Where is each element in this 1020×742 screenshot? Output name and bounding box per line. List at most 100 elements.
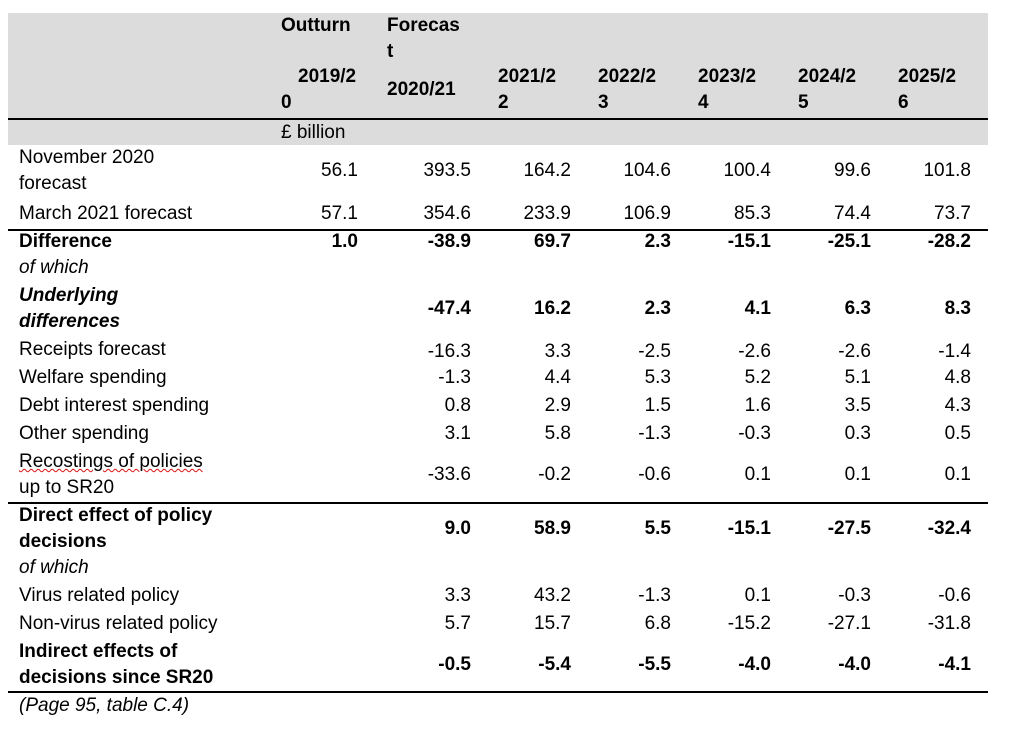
table-cell: 5.5: [644, 518, 671, 539]
table-cell: 3.1: [444, 423, 471, 444]
table-cell: 85.3: [734, 203, 771, 224]
table-cell: -0.6: [638, 464, 671, 485]
table-cell: -32.4: [927, 518, 971, 539]
row-label-underlying: Underlying: [19, 285, 119, 306]
table-bottom-rule: [8, 691, 988, 693]
row-label-direct-effect: Direct effect of policy: [19, 505, 213, 526]
table-cell: -0.3: [838, 585, 871, 606]
year-header-2021-22-wrap: 2: [498, 92, 509, 113]
table-cell: 69.7: [534, 231, 571, 252]
table-cell: 164.2: [523, 160, 571, 181]
table-cell: -47.4: [427, 298, 471, 319]
rule-above-direct-effect: [8, 502, 988, 504]
table-cell: -28.2: [927, 231, 971, 252]
year-header-2019-20-wrap: 0: [281, 92, 292, 113]
table-cell: 0.5: [944, 423, 971, 444]
row-label-of-which-2: of which: [19, 557, 89, 578]
table-cell: -15.2: [727, 613, 771, 634]
year-header-2021-22: 2021/2: [498, 66, 557, 87]
year-header-2025-26-wrap: 6: [898, 92, 909, 113]
year-header-2019-20: 2019/2: [298, 66, 357, 87]
row-label-welfare: Welfare spending: [19, 367, 167, 388]
table-cell: 0.1: [744, 585, 771, 606]
table-cell: -16.3: [427, 341, 471, 362]
table-cell: 4.4: [544, 367, 571, 388]
table-cell: 101.8: [923, 160, 971, 181]
row-label-other-spending: Other spending: [19, 423, 149, 444]
table-cell: 393.5: [423, 160, 471, 181]
table-cell: -2.6: [838, 341, 871, 362]
table-cell: 5.8: [544, 423, 571, 444]
row-label-november-forecast-wrap: forecast: [19, 173, 87, 194]
forecast-header: Forecas: [387, 15, 460, 36]
table-cell: -27.5: [827, 518, 871, 539]
table-cell: 4.8: [944, 367, 971, 388]
table-cell: 43.2: [534, 585, 571, 606]
table-cell: -2.6: [738, 341, 771, 362]
table-cell: 0.3: [844, 423, 871, 444]
row-label-of-which: of which: [19, 257, 89, 278]
table-cell: 0.1: [944, 464, 971, 485]
table-cell: 0.8: [444, 395, 471, 416]
header-background: [8, 13, 988, 145]
table-cell: 5.7: [444, 613, 471, 634]
table-cell: 3.3: [444, 585, 471, 606]
row-label-direct-effect-wrap: decisions: [19, 531, 107, 552]
table-cell: -27.1: [827, 613, 871, 634]
table-cell: -0.2: [538, 464, 571, 485]
table-cell: 3.5: [844, 395, 871, 416]
table-cell: 74.4: [834, 203, 871, 224]
table-cell: 106.9: [623, 203, 671, 224]
table-cell: -31.8: [927, 613, 971, 634]
table-cell: 5.2: [744, 367, 771, 388]
table-cell: -5.5: [638, 654, 671, 675]
forecast-header-wrap: t: [387, 41, 394, 62]
table-cell: 233.9: [523, 203, 571, 224]
table-cell: -2.5: [638, 341, 671, 362]
table-cell: -1.3: [638, 585, 671, 606]
table-cell: 56.1: [321, 160, 358, 181]
table-cell: 5.1: [844, 367, 871, 388]
row-label-indirect-effects-wrap: decisions since SR20: [19, 667, 214, 688]
year-header-2025-26: 2025/2: [898, 66, 957, 87]
table-cell: -0.6: [938, 585, 971, 606]
table-cell: -5.4: [538, 654, 571, 675]
table-cell: 16.2: [534, 298, 571, 319]
row-label-difference: Difference: [19, 231, 112, 252]
table-cell: 100.4: [723, 160, 771, 181]
row-label-virus-policy: Virus related policy: [19, 585, 180, 606]
table-cell: 9.0: [444, 518, 471, 539]
header-unit-divider: [8, 118, 988, 120]
table-cell: 1.6: [744, 395, 771, 416]
outturn-header: Outturn: [281, 15, 351, 36]
table-cell: -15.1: [727, 518, 771, 539]
row-label-november-forecast: November 2020: [19, 147, 155, 168]
table-cell: -38.9: [427, 231, 471, 252]
table-cell: -1.3: [438, 367, 471, 388]
table-cell: -0.5: [438, 654, 471, 675]
table-cell: 15.7: [534, 613, 571, 634]
table-cell: 57.1: [321, 203, 358, 224]
table-cell: 3.3: [544, 341, 571, 362]
rule-above-difference: [8, 229, 988, 231]
table-cell: -1.4: [938, 341, 971, 362]
year-header-2023-24: 2023/2: [698, 66, 757, 87]
table-cell: 1.0: [331, 231, 358, 252]
row-label-underlying-wrap: differences: [19, 311, 121, 332]
row-label-march-forecast: March 2021 forecast: [19, 203, 193, 224]
table-cell: 0.1: [744, 464, 771, 485]
table-cell: -4.0: [738, 654, 771, 675]
table-cell: 6.8: [644, 613, 671, 634]
row-label-recostings: Recostings of policies: [19, 451, 203, 472]
year-header-2022-23-wrap: 3: [598, 92, 609, 113]
table-cell: 104.6: [623, 160, 671, 181]
table-cell: 73.7: [934, 203, 971, 224]
year-header-2020-21: 2020/21: [387, 79, 456, 100]
row-label-indirect-effects: Indirect effects of: [19, 641, 178, 662]
table-cell: -4.0: [838, 654, 871, 675]
table-cell: 99.6: [834, 160, 871, 181]
table-cell: 6.3: [844, 298, 871, 319]
table-cell: -4.1: [938, 654, 971, 675]
unit-label: £ billion: [281, 122, 346, 143]
table-cell: -33.6: [427, 464, 471, 485]
